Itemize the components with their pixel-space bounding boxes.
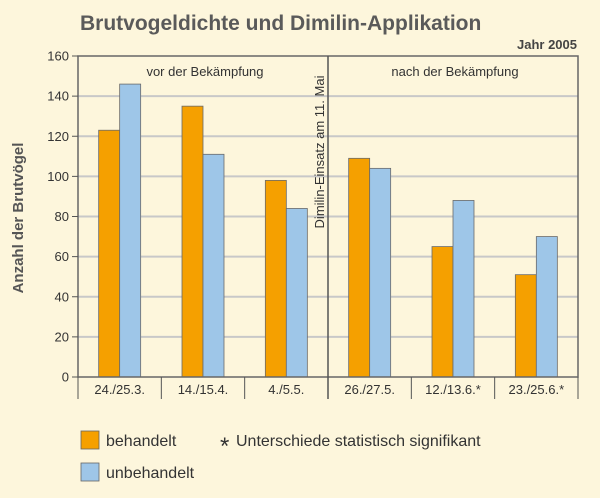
y-tick-label: 160 — [47, 49, 69, 64]
bar-behandelt-3 — [348, 157, 371, 378]
y-tick-label: 120 — [47, 129, 69, 144]
bar-behandelt-4 — [431, 246, 454, 378]
x-tick-label: 26./27.5. — [344, 382, 395, 397]
y-tick-label: 60 — [55, 249, 69, 264]
bar-unbehandelt-0 — [119, 83, 142, 378]
legend-swatch-unbehandelt — [80, 462, 100, 482]
footnote-symbol: * — [220, 433, 229, 460]
footnote: * Unterschiede statistisch signifikant — [220, 433, 481, 460]
bar-unbehandelt-4 — [452, 200, 475, 378]
y-tick-label: 80 — [55, 209, 69, 224]
x-tick-label: 23./25.6.* — [509, 382, 565, 397]
legend: behandelt unbehandelt — [80, 430, 195, 482]
bar-unbehandelt-3 — [369, 167, 392, 378]
bar-behandelt-5 — [514, 274, 537, 378]
bar-behandelt-1 — [181, 105, 204, 378]
chart-subtitle: Jahr 2005 — [517, 37, 577, 52]
x-tick-label: 14./15.4. — [178, 382, 229, 397]
y-axis-label: Anzahl der Brutvögel — [10, 143, 27, 294]
bar-unbehandelt-1 — [202, 153, 225, 378]
axes — [77, 55, 579, 399]
x-tick-label: 4./5.5. — [268, 382, 304, 397]
x-tick-label: 12./13.6.* — [425, 382, 481, 397]
legend-label-behandelt: behandelt — [106, 433, 177, 450]
x-tick-label: 24./25.3. — [94, 382, 145, 397]
y-tick-label: 0 — [62, 370, 69, 385]
y-ticks: 0 20 40 60 80 100 120 140 160 — [47, 49, 78, 385]
legend-label-unbehandelt: unbehandelt — [106, 465, 195, 482]
bars — [98, 83, 558, 378]
divider-label: Dimilin-Einsatz am 11. Mai — [312, 75, 327, 228]
y-tick-label: 40 — [55, 289, 69, 304]
bar-unbehandelt-2 — [285, 208, 308, 378]
bar-unbehandelt-5 — [535, 236, 558, 378]
legend-swatch-behandelt — [80, 430, 100, 450]
x-ticks: 24./25.3. 14./15.4. 4./5.5. 26./27.5. 12./13… — [77, 377, 579, 399]
panel-label-before: vor der Bekämpfung — [146, 64, 263, 79]
chart-title: Brutvogeldichte und Dimilin-Applikation — [80, 12, 481, 35]
y-tick-label: 20 — [55, 329, 69, 344]
y-tick-label: 140 — [47, 89, 69, 104]
bar-behandelt-0 — [98, 129, 121, 378]
panel-label-after: nach der Bekämpfung — [391, 64, 518, 79]
bar-behandelt-2 — [264, 179, 287, 378]
footnote-text: Unterschiede statistisch signifikant — [236, 433, 481, 450]
y-tick-label: 100 — [47, 169, 69, 184]
